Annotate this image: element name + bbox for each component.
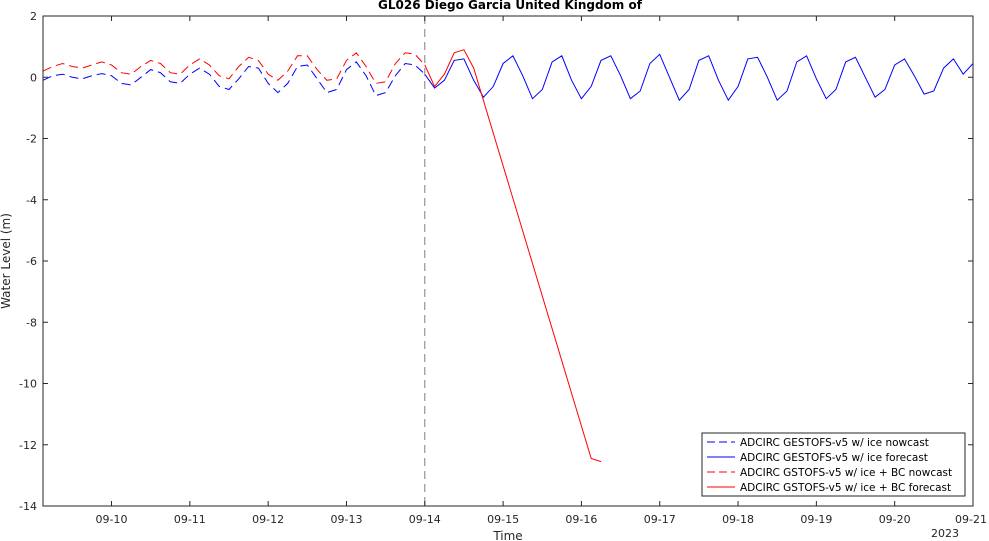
legend-box: [701, 432, 966, 497]
y-axis-label: Water Level (m): [0, 213, 13, 309]
y-tick-label-4: -6: [26, 255, 37, 268]
x-tick-label-5: 09-15: [487, 513, 519, 526]
legend-entry-gestofs-nowcast: ADCIRC GESTOFS-v5 w/ ice nowcast: [707, 437, 929, 449]
series-line-1: [424, 53, 974, 102]
x-tick-label-8: 09-18: [722, 513, 754, 526]
chart-title: GL026 Diego Garcia United Kingdom of: [378, 0, 643, 12]
x-tick-label-10: 09-20: [879, 513, 911, 526]
y-tick-label-8: -14: [19, 500, 37, 513]
series-line-3: [424, 49, 602, 463]
legend-label-gstofs-nowcast: ADCIRC GSTOFS-v5 w/ ice + BC nowcast: [740, 467, 952, 479]
x-tick-label-3: 09-13: [330, 513, 362, 526]
legend-entry-gstofs-nowcast: ADCIRC GSTOFS-v5 w/ ice + BC nowcast: [707, 467, 952, 479]
legend-entry-gstofs-forecast: ADCIRC GSTOFS-v5 w/ ice + BC forecast: [707, 482, 951, 494]
y-tick-label-5: -8: [26, 316, 37, 329]
y-axis-ticks: 2 0 -2 -4 -6 -8 -10 -12 -14: [19, 10, 973, 513]
series-line-0: [42, 61, 426, 97]
y-tick-label-1: 0: [30, 71, 37, 84]
legend: ADCIRC GESTOFS-v5 w/ ice nowcast ADCIRC …: [701, 432, 966, 497]
y-tick-label-0: 2: [30, 10, 37, 23]
x-tick-label-11: 09-21: [955, 513, 987, 526]
y-tick-label-2: -2: [26, 133, 37, 146]
x-axis-label: Time: [492, 529, 522, 541]
legend-label-gestofs-forecast: ADCIRC GESTOFS-v5 w/ ice forecast: [740, 452, 928, 464]
x-tick-label-7: 09-17: [644, 513, 676, 526]
series-layer: [42, 49, 974, 463]
x-axis-ticks: 09-10 09-11 09-12 09-13 09-14 09-15 09-16 09-17…: [96, 16, 987, 526]
x-axis-year-label: 2023: [931, 527, 959, 540]
x-tick-label-9: 09-19: [800, 513, 832, 526]
y-tick-label-3: -4: [26, 194, 37, 207]
x-tick-label-6: 09-16: [565, 513, 597, 526]
x-tick-label-1: 09-11: [174, 513, 206, 526]
legend-label-gestofs-nowcast: ADCIRC GESTOFS-v5 w/ ice nowcast: [740, 437, 929, 449]
legend-label-gstofs-forecast: ADCIRC GSTOFS-v5 w/ ice + BC forecast: [740, 482, 951, 494]
legend-entry-gestofs-forecast: ADCIRC GESTOFS-v5 w/ ice forecast: [707, 452, 928, 464]
y-tick-label-7: -12: [19, 439, 37, 452]
x-tick-label-2: 09-12: [252, 513, 284, 526]
x-tick-label-0: 09-10: [96, 513, 128, 526]
y-tick-label-6: -10: [19, 378, 37, 391]
x-tick-label-4: 09-14: [409, 513, 441, 526]
